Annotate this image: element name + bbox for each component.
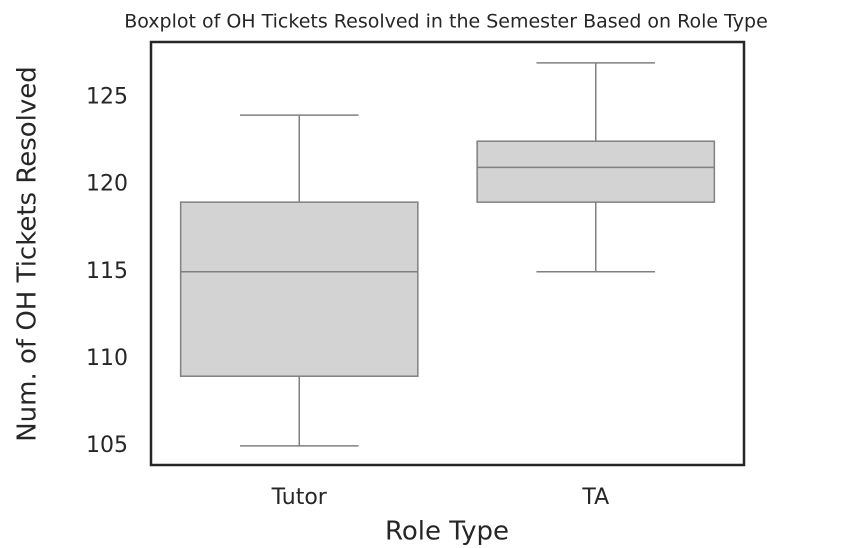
box xyxy=(476,140,716,203)
chart-title: Boxplot of OH Tickets Resolved in the Se… xyxy=(124,11,768,33)
y-tick-label: 125 xyxy=(86,85,128,110)
box xyxy=(179,201,419,377)
x-tick-label: Tutor xyxy=(271,485,328,510)
y-tick-label: 120 xyxy=(86,172,128,197)
plot-frame xyxy=(149,40,746,467)
y-tick-label: 110 xyxy=(86,346,128,371)
x-tick-label: TA xyxy=(581,485,609,510)
x-axis-label: Role Type xyxy=(385,517,509,547)
y-tick-label: 115 xyxy=(86,259,128,284)
y-axis-label: Num. of OH Tickets Resolved xyxy=(13,66,43,442)
y-tick-label: 105 xyxy=(86,433,128,458)
